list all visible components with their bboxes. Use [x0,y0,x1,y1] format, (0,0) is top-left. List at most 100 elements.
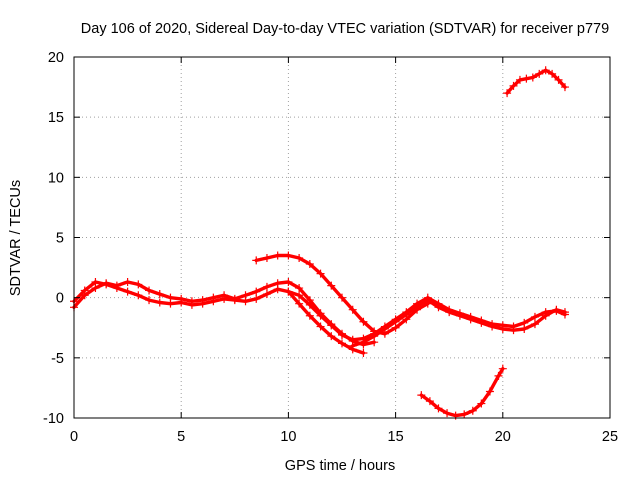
data-point [284,287,293,296]
data-layer [70,66,569,420]
series-arc-3 [252,251,432,338]
data-point [520,324,529,333]
y-tick-label: 20 [48,50,64,66]
data-point [241,297,250,306]
data-point [530,312,539,321]
data-point [80,286,89,295]
data-point [468,406,477,415]
data-point [528,73,537,82]
data-point [338,330,346,339]
x-tick-label: 10 [280,429,296,445]
series-arc-4 [284,287,569,344]
data-point [509,326,518,335]
data-point [134,280,143,289]
data-point [509,81,518,90]
x-tick-label: 5 [177,429,185,445]
data-point [552,305,561,314]
data-point [522,74,531,83]
data-point [316,269,325,278]
data-point [295,299,304,308]
data-point [295,284,304,293]
x-tick-label: 25 [602,429,618,445]
data-point [466,315,475,324]
data-point [445,308,454,317]
data-point [262,282,271,291]
y-tick-label: 5 [56,231,64,247]
data-point [548,69,557,78]
series-arc-7 [503,66,569,98]
data-point [359,338,368,347]
series-arc-5 [348,296,569,350]
data-point [220,294,229,303]
data-point [305,300,314,309]
data-point [305,259,314,268]
data-point [488,322,497,331]
grid [74,57,610,418]
data-point [503,89,512,98]
y-tick-label: 0 [56,291,64,307]
x-tick-label: 20 [495,429,511,445]
data-point [91,278,100,287]
data-point [391,317,400,326]
data-point [305,311,314,320]
data-point [145,286,154,295]
data-point [443,409,452,418]
data-point [535,69,544,78]
y-tick-label: 10 [48,170,64,186]
data-point [327,332,336,341]
data-point [166,299,175,308]
data-point [262,253,271,262]
data-point [560,308,569,317]
data-point [284,278,293,287]
data-point [348,305,357,314]
data-point [187,300,196,309]
data-point [295,253,304,262]
data-point [498,324,507,333]
x-axis-label: GPS time / hours [285,458,395,474]
data-point [380,324,389,333]
data-point [230,296,239,305]
data-point [123,278,132,287]
data-point [145,296,154,305]
data-point [316,322,325,331]
data-point [477,399,486,408]
series-arc-6 [417,364,507,420]
data-point [530,320,539,329]
data-point [155,298,164,307]
data-point [359,317,368,326]
data-point [498,364,507,373]
data-point [434,303,443,312]
data-point [252,256,261,265]
data-point [295,291,304,300]
data-point [485,387,494,396]
y-tick-label: -5 [51,351,64,367]
y-tick-label: 15 [48,110,64,126]
data-point [541,66,550,75]
data-point [155,290,164,299]
data-point [273,285,282,294]
data-point [338,339,346,348]
data-point [273,251,282,260]
data-point [252,287,261,296]
data-point [434,404,443,413]
data-point [198,299,207,308]
data-point [477,318,486,327]
y-axis-label: SDTVAR / TECUs [8,180,24,296]
data-point [327,321,336,330]
data-point [252,294,261,303]
data-point [123,287,132,296]
data-point [455,311,464,320]
data-point [327,281,336,290]
data-point [348,341,357,350]
data-point [423,296,432,305]
data-point [338,293,346,302]
data-point [541,311,550,320]
chart-title: Day 106 of 2020, Sidereal Day-to-day VTE… [81,21,609,37]
data-point [413,302,422,311]
data-point [112,284,121,293]
data-point [417,391,426,400]
series-trace [72,280,366,355]
data-point [370,332,379,341]
data-point [177,298,186,307]
